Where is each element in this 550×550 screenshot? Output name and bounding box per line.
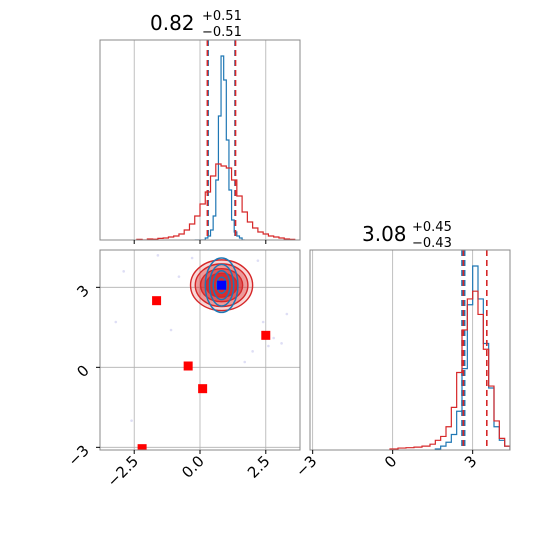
histogram-group-br xyxy=(389,250,510,450)
faint-point-2 xyxy=(156,254,160,257)
title-top-left-minus: −0.51 xyxy=(202,25,242,40)
title-top-left-plus: +0.51 xyxy=(202,9,242,24)
blue-contour-3 xyxy=(216,276,228,294)
joint-group xyxy=(114,254,289,450)
faint-point-3 xyxy=(261,320,265,324)
faint-point-0 xyxy=(114,320,118,324)
tick-label-x-br-2: 3 xyxy=(461,452,480,471)
faint-point-1 xyxy=(122,270,125,273)
marker-1 xyxy=(152,296,162,306)
histogram-step-tl-0 xyxy=(194,55,245,240)
title-bottom-right-value: 3.08 xyxy=(362,222,407,246)
faint-point-4 xyxy=(272,336,275,340)
faint-point-10 xyxy=(169,328,173,332)
marker-3 xyxy=(198,384,208,394)
faint-point-7 xyxy=(285,312,289,316)
tick-label-y-bl-2: 3 xyxy=(73,281,92,300)
blue-contour-0 xyxy=(204,257,239,314)
faint-point-6 xyxy=(251,350,254,353)
title-bottom-right-minus: −0.43 xyxy=(412,236,452,251)
tick-label-y-bl-0: −3 xyxy=(64,441,92,469)
faint-point-14 xyxy=(190,256,194,260)
tick-label-x-bl-1: 0.0 xyxy=(178,452,208,482)
tick-label-x-br-0: −3 xyxy=(292,452,320,480)
histogram-group-tl xyxy=(136,40,296,240)
histogram-step-br-1 xyxy=(389,290,510,450)
marker-2 xyxy=(183,361,193,371)
marker-5 xyxy=(137,444,147,450)
title-bottom-right: 3.08 +0.45 −0.43 xyxy=(362,212,458,251)
faint-point-8 xyxy=(177,275,181,278)
blue-contour-1 xyxy=(208,263,235,307)
marker-4 xyxy=(261,330,271,340)
tick-label-x-bl-0: −2.5 xyxy=(104,452,142,490)
faint-point-12 xyxy=(243,360,247,364)
marker-0 xyxy=(217,280,227,290)
tick-label-x-bl-2: 2.5 xyxy=(244,452,274,482)
tick-label-x-br-1: 0 xyxy=(381,452,400,471)
title-bottom-right-plus: +0.45 xyxy=(412,220,452,235)
title-top-left: 0.82 +0.51 −0.51 xyxy=(150,1,248,40)
faint-point-11 xyxy=(130,419,133,422)
axes-frame-br xyxy=(309,249,511,451)
faint-point-9 xyxy=(256,259,260,262)
faint-point-13 xyxy=(267,344,270,348)
histogram-step-tl-1 xyxy=(136,163,296,240)
faint-point-5 xyxy=(280,342,283,345)
tick-label-y-bl-1: 0 xyxy=(73,361,92,380)
title-top-left-value: 0.82 xyxy=(150,11,195,35)
blue-contour-2 xyxy=(212,270,231,301)
